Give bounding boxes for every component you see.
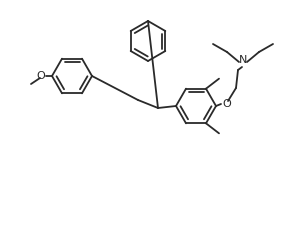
Text: N: N	[239, 55, 247, 65]
Text: O: O	[36, 71, 45, 81]
Text: O: O	[222, 99, 231, 109]
